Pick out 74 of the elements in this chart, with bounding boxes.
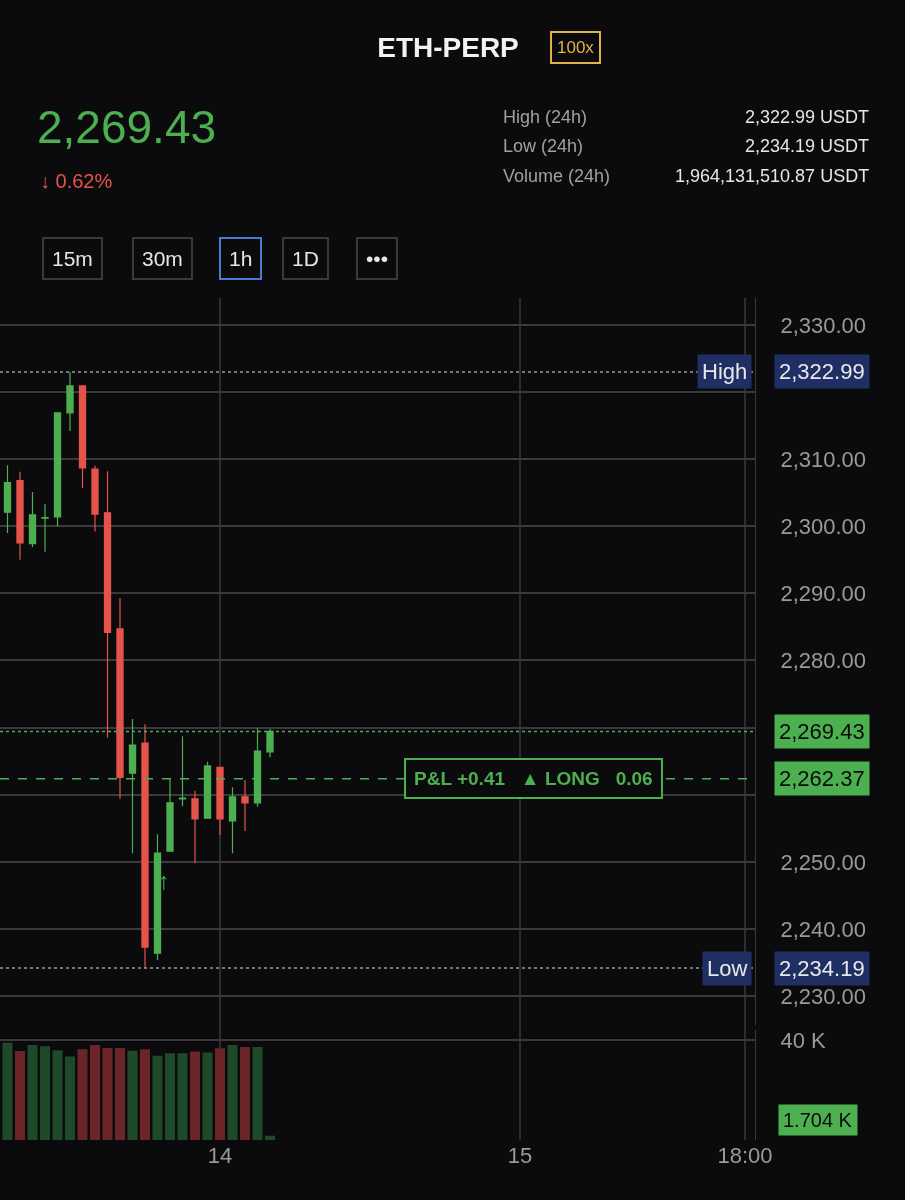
candlestick <box>153 833 162 961</box>
candlestick <box>191 790 199 864</box>
bar <box>40 1046 50 1140</box>
bar <box>265 1135 275 1140</box>
y-tick-label: 2,290.00 <box>780 581 867 607</box>
annotation: High <box>702 359 748 384</box>
candlestick <box>228 786 237 854</box>
text: 2,269.43 <box>37 101 217 153</box>
text: ↓ 0.62% <box>40 170 113 192</box>
bar <box>165 1053 175 1140</box>
y-tick-label: 2,310.00 <box>780 446 867 472</box>
bar <box>52 1050 63 1140</box>
bar <box>15 1051 25 1140</box>
candlestick <box>28 491 37 548</box>
text: 100x <box>557 38 595 57</box>
bar <box>2 1042 13 1140</box>
ref-line-label: 2,269.43 <box>779 719 865 744</box>
y-tick-label: 2,300.00 <box>780 513 867 539</box>
candlestick <box>216 766 224 836</box>
y-tick-label: 2,240.00 <box>780 916 867 942</box>
text: ••• <box>366 247 389 270</box>
candlestick <box>241 779 249 832</box>
bar <box>77 1049 88 1140</box>
chart-title: ETH-PERP <box>377 31 519 63</box>
bar <box>102 1048 113 1140</box>
candlestick <box>91 465 99 533</box>
text: 1,964,131,510.87 USDT <box>675 166 870 186</box>
candlestick <box>66 371 74 432</box>
text: 30m <box>142 247 183 270</box>
candlestick <box>116 597 124 800</box>
text: Volume (24h) <box>503 166 611 186</box>
bar <box>127 1050 138 1140</box>
y-tick-label: 2,280.00 <box>780 648 867 674</box>
text: 1D <box>292 247 319 270</box>
candlestick <box>16 471 24 561</box>
ref-line-label: 2,322.99 <box>779 359 865 384</box>
annotation: P&L +0.41 ▲ LONG 0.06 <box>414 768 653 789</box>
text: High (24h) <box>503 107 588 127</box>
text: Low (24h) <box>503 136 584 156</box>
bar <box>152 1055 163 1140</box>
x-tick-label: 18:00 <box>717 1143 773 1168</box>
x-tick-label: 15 <box>507 1143 533 1168</box>
annotation: Low <box>707 956 748 981</box>
ref-line-label: 2,234.19 <box>779 956 865 981</box>
ref-line-label: 2,262.37 <box>779 766 865 791</box>
text: 1.704 K <box>783 1109 853 1131</box>
bar <box>27 1045 38 1140</box>
bar <box>65 1056 75 1140</box>
y-tick-label: 40 K <box>780 1027 826 1053</box>
bar <box>140 1049 150 1140</box>
text: 1h <box>229 247 253 270</box>
y-tick-label: 2,330.00 <box>780 312 867 338</box>
candlestick <box>141 723 149 969</box>
x-tick-label: 14 <box>207 1143 233 1168</box>
bar <box>240 1047 250 1140</box>
bar <box>177 1053 188 1140</box>
candlestick <box>78 385 87 489</box>
y-tick-label: 2,230.00 <box>780 983 867 1009</box>
bar <box>215 1048 225 1140</box>
text: 2,234.19 USDT <box>745 136 870 156</box>
bar <box>190 1051 200 1140</box>
candlestick <box>103 470 112 739</box>
y-tick-label: 2,250.00 <box>780 849 867 875</box>
bar <box>252 1047 263 1140</box>
bar <box>227 1045 238 1140</box>
bar <box>202 1052 213 1140</box>
candlestick <box>41 503 49 553</box>
bar <box>115 1048 125 1140</box>
candlestick <box>53 412 62 527</box>
bar <box>90 1045 100 1140</box>
text: 15m <box>52 247 93 270</box>
candlestick <box>3 464 12 534</box>
annotation: ↑ <box>158 867 170 894</box>
text: 2,322.99 USDT <box>745 107 870 127</box>
